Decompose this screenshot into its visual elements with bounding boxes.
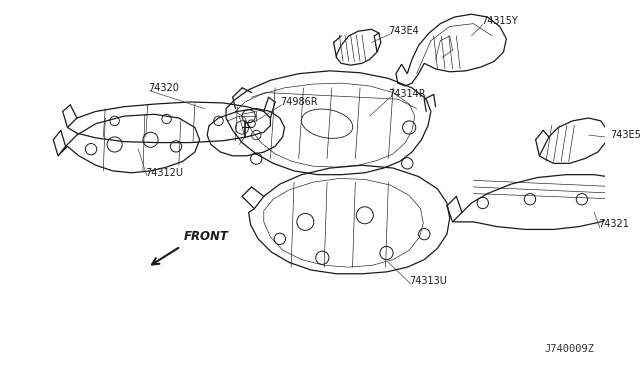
Text: FRONT: FRONT: [184, 230, 228, 243]
Text: 743E5: 743E5: [610, 130, 640, 140]
Text: 74986R: 74986R: [280, 97, 317, 107]
Text: J740009Z: J740009Z: [544, 344, 594, 354]
Text: 743E4: 743E4: [388, 26, 419, 36]
Text: 74312U: 74312U: [145, 167, 183, 177]
Text: 74313U: 74313U: [409, 276, 447, 286]
Text: 74314R: 74314R: [388, 89, 426, 99]
Text: 74315Y: 74315Y: [481, 16, 518, 26]
Text: 74321: 74321: [598, 219, 629, 230]
Text: 74320: 74320: [148, 83, 179, 93]
